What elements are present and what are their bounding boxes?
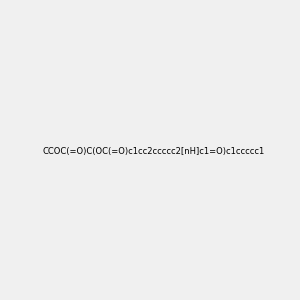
Text: CCOC(=O)C(OC(=O)c1cc2ccccc2[nH]c1=O)c1ccccc1: CCOC(=O)C(OC(=O)c1cc2ccccc2[nH]c1=O)c1cc…: [43, 147, 265, 156]
